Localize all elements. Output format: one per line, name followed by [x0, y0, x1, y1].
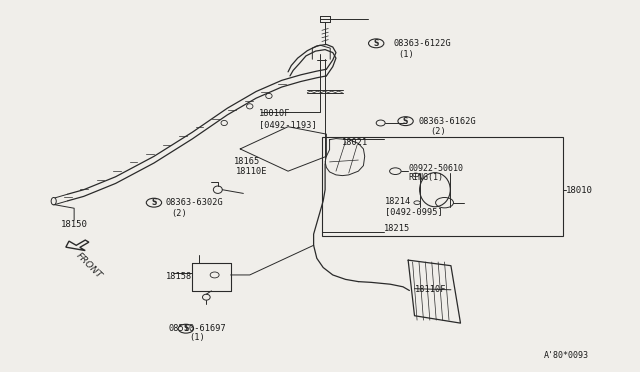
Text: 00922-50610: 00922-50610 — [408, 164, 463, 173]
Text: 18010: 18010 — [566, 186, 593, 195]
Text: 08363-6302G: 08363-6302G — [166, 198, 223, 207]
Text: 18110F: 18110F — [415, 285, 446, 294]
Text: S: S — [403, 117, 408, 126]
Text: (1): (1) — [398, 50, 414, 59]
Text: (1): (1) — [189, 333, 205, 343]
Text: (2): (2) — [172, 209, 188, 218]
Text: A'80*0093: A'80*0093 — [543, 351, 588, 360]
Text: 08363-6122G: 08363-6122G — [394, 39, 451, 48]
Text: FRONT: FRONT — [74, 251, 104, 280]
Text: 18215: 18215 — [384, 224, 410, 233]
Text: S: S — [151, 198, 157, 207]
Text: S: S — [183, 324, 189, 333]
Text: [0492-1193]: [0492-1193] — [259, 121, 317, 129]
Text: S: S — [374, 39, 379, 48]
Text: 18158: 18158 — [166, 272, 192, 281]
Text: 18214: 18214 — [385, 198, 412, 206]
Text: (2): (2) — [430, 127, 446, 136]
Text: 08363-6162G: 08363-6162G — [419, 117, 477, 126]
Text: 08510-61697: 08510-61697 — [168, 324, 227, 333]
Text: [0492-0995]: [0492-0995] — [385, 208, 443, 217]
Text: 18110E: 18110E — [236, 167, 268, 176]
Text: 18021: 18021 — [342, 138, 369, 147]
Bar — [322, 137, 563, 236]
Text: 18150: 18150 — [61, 221, 88, 230]
Text: RING(1): RING(1) — [408, 173, 443, 182]
Text: 18010F: 18010F — [259, 109, 291, 118]
Text: 18165: 18165 — [234, 157, 260, 166]
